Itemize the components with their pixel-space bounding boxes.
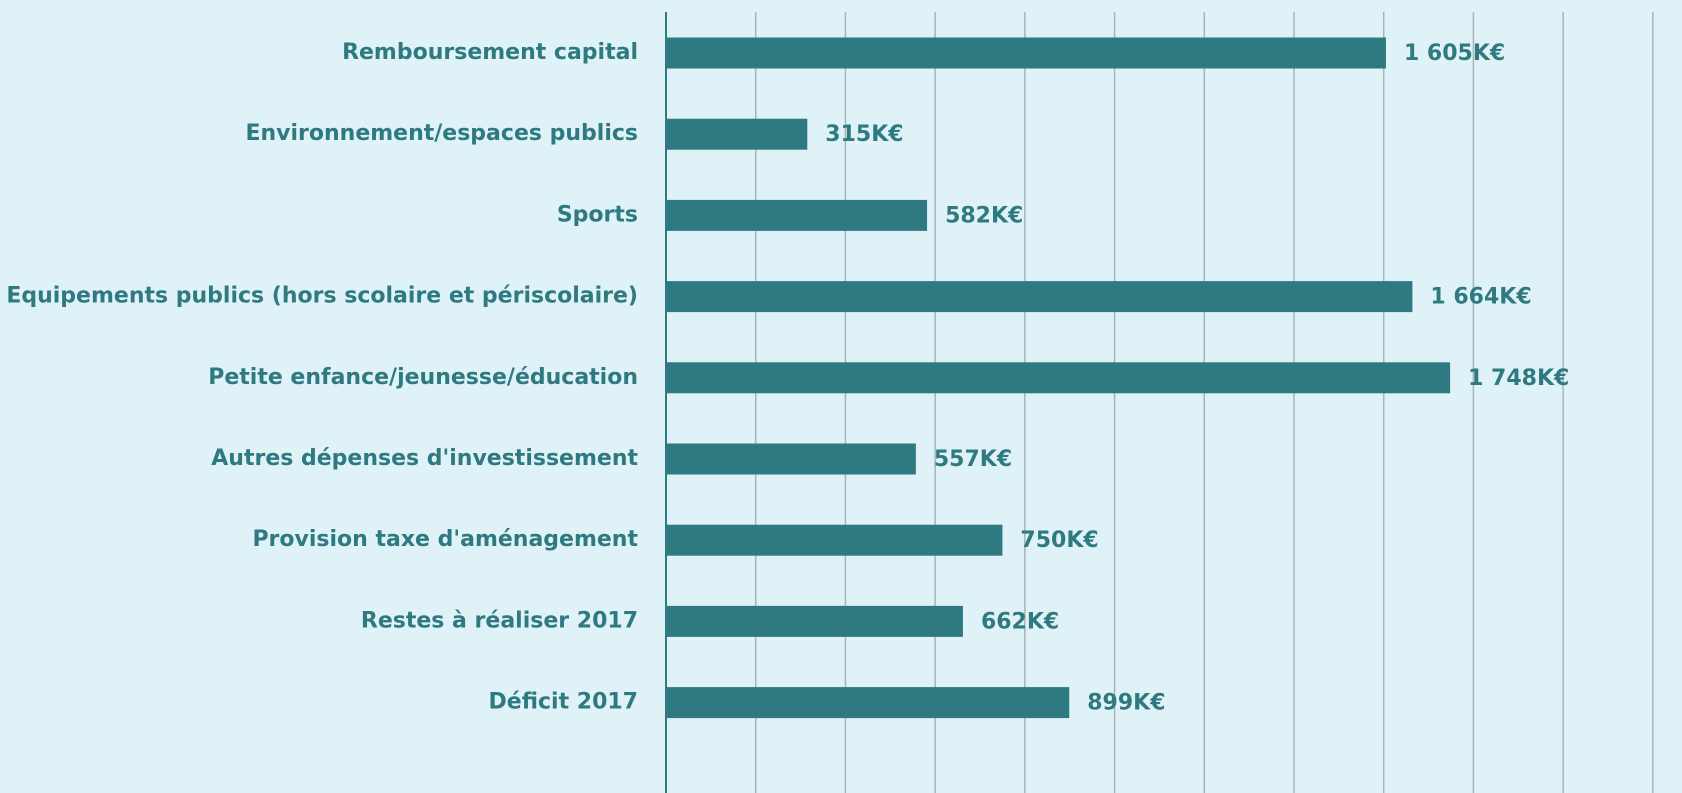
- y-tick-label: Autres dépenses d'investissement: [211, 446, 638, 471]
- bar: [666, 362, 1451, 394]
- bar: [666, 524, 1003, 556]
- y-tick-label: Petite enfance/jeunesse/éducation: [208, 365, 638, 390]
- bar: [666, 37, 1386, 69]
- y-tick-label: Remboursement capital: [342, 40, 638, 65]
- bar: [666, 443, 916, 475]
- bar: [666, 118, 808, 150]
- data-label: 315K€: [825, 122, 903, 147]
- y-tick-label: Provision taxe d'aménagement: [252, 527, 638, 552]
- bar: [666, 281, 1413, 313]
- y-tick-label: Restes à réaliser 2017: [361, 608, 638, 633]
- data-label: 1 605K€: [1404, 41, 1505, 66]
- data-label: 582K€: [945, 203, 1023, 228]
- data-label: 662K€: [981, 609, 1059, 634]
- bar: [666, 605, 963, 637]
- data-label: 1 748K€: [1468, 366, 1569, 391]
- y-tick-label: Environnement/espaces publics: [245, 121, 638, 146]
- y-tick-label: Equipements publics (hors scolaire et pé…: [6, 284, 638, 309]
- y-tick-label: Sports: [557, 202, 638, 227]
- data-label: 899K€: [1087, 691, 1165, 716]
- data-label: 557K€: [934, 447, 1012, 472]
- bar: [666, 199, 928, 231]
- data-label: 1 664K€: [1430, 285, 1531, 310]
- bar: [666, 687, 1070, 719]
- y-tick-label: Déficit 2017: [489, 690, 638, 715]
- data-label: 750K€: [1020, 528, 1098, 553]
